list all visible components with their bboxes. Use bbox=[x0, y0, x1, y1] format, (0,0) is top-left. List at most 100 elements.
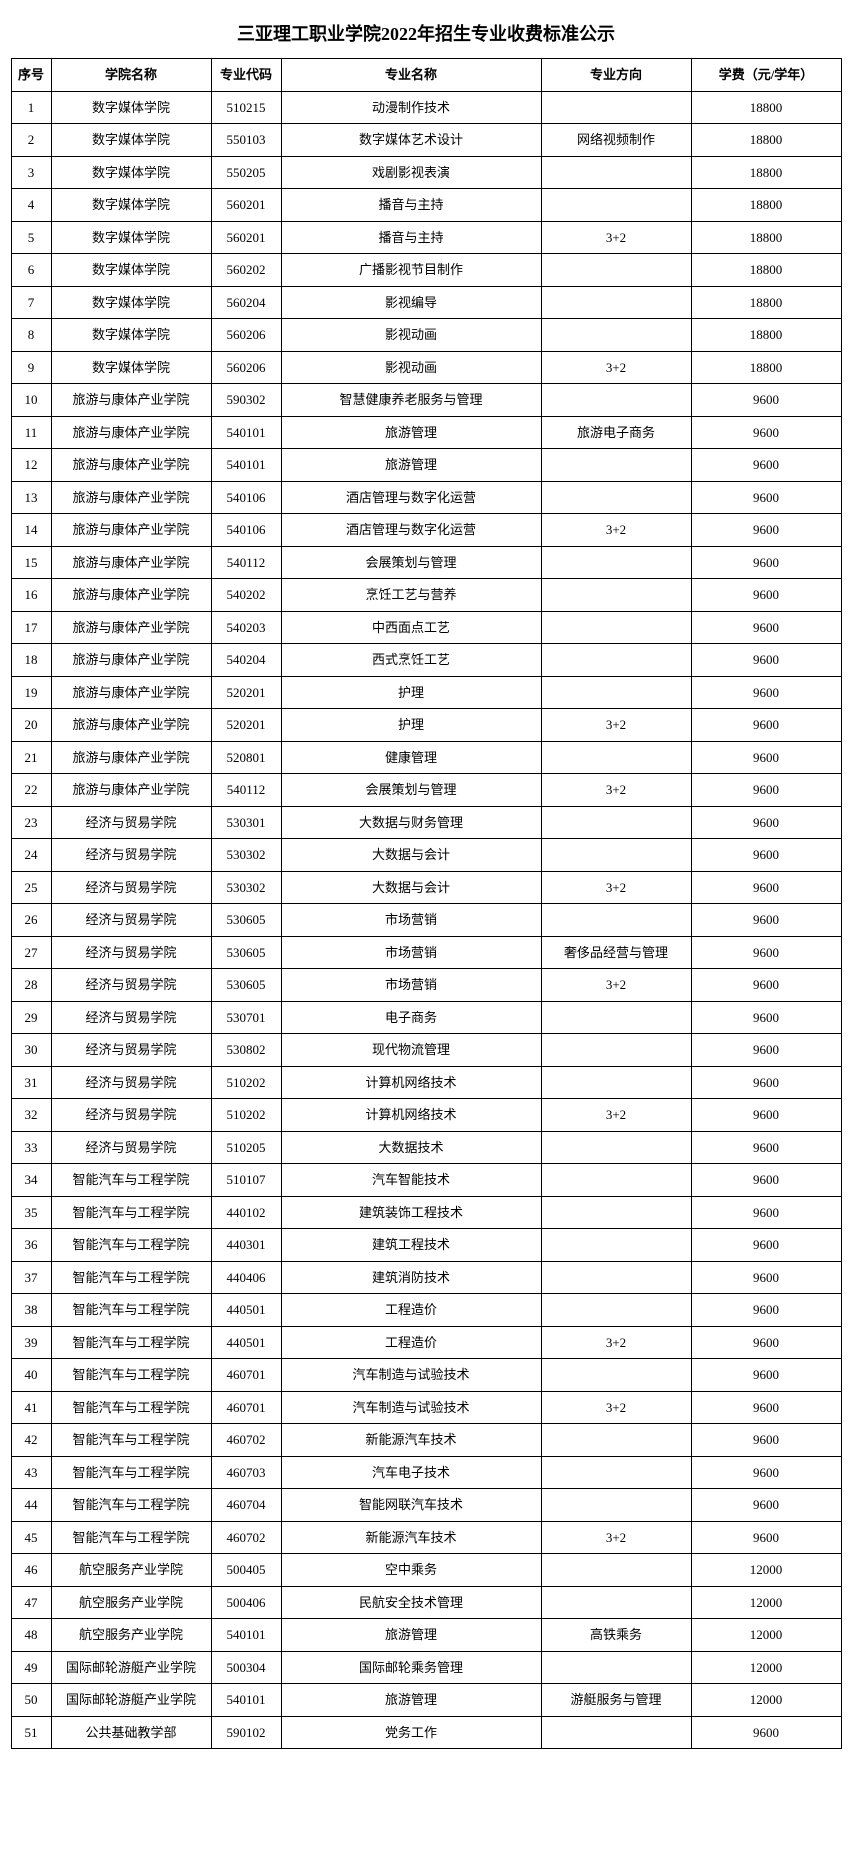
cell-index: 41 bbox=[11, 1391, 51, 1424]
cell-index: 14 bbox=[11, 514, 51, 547]
cell-index: 10 bbox=[11, 384, 51, 417]
table-row: 5数字媒体学院560201播音与主持3+218800 bbox=[11, 221, 841, 254]
cell-major: 旅游管理 bbox=[281, 1684, 541, 1717]
cell-code: 540202 bbox=[211, 579, 281, 612]
cell-school: 经济与贸易学院 bbox=[51, 936, 211, 969]
table-row: 30经济与贸易学院530802现代物流管理9600 bbox=[11, 1034, 841, 1067]
cell-code: 530605 bbox=[211, 904, 281, 937]
cell-code: 520201 bbox=[211, 709, 281, 742]
table-row: 26经济与贸易学院530605市场营销9600 bbox=[11, 904, 841, 937]
cell-fee: 12000 bbox=[691, 1554, 841, 1587]
table-row: 33经济与贸易学院510205大数据技术9600 bbox=[11, 1131, 841, 1164]
cell-dir: 3+2 bbox=[541, 774, 691, 807]
cell-dir: 3+2 bbox=[541, 969, 691, 1002]
table-row: 50国际邮轮游艇产业学院540101旅游管理游艇服务与管理12000 bbox=[11, 1684, 841, 1717]
cell-index: 31 bbox=[11, 1066, 51, 1099]
cell-major: 汽车制造与试验技术 bbox=[281, 1391, 541, 1424]
cell-fee: 9600 bbox=[691, 1489, 841, 1522]
cell-dir bbox=[541, 254, 691, 287]
table-row: 24经济与贸易学院530302大数据与会计9600 bbox=[11, 839, 841, 872]
cell-code: 510205 bbox=[211, 1131, 281, 1164]
cell-fee: 9600 bbox=[691, 514, 841, 547]
cell-major: 市场营销 bbox=[281, 969, 541, 1002]
table-row: 40智能汽车与工程学院460701汽车制造与试验技术9600 bbox=[11, 1359, 841, 1392]
cell-fee: 9600 bbox=[691, 1229, 841, 1262]
cell-fee: 9600 bbox=[691, 384, 841, 417]
cell-code: 540101 bbox=[211, 1619, 281, 1652]
cell-index: 7 bbox=[11, 286, 51, 319]
cell-school: 数字媒体学院 bbox=[51, 319, 211, 352]
cell-dir bbox=[541, 481, 691, 514]
cell-index: 50 bbox=[11, 1684, 51, 1717]
cell-major: 旅游管理 bbox=[281, 449, 541, 482]
cell-code: 530701 bbox=[211, 1001, 281, 1034]
cell-code: 530301 bbox=[211, 806, 281, 839]
cell-major: 旅游管理 bbox=[281, 1619, 541, 1652]
cell-fee: 18800 bbox=[691, 286, 841, 319]
cell-fee: 9600 bbox=[691, 709, 841, 742]
cell-fee: 9600 bbox=[691, 1424, 841, 1457]
table-row: 39智能汽车与工程学院440501工程造价3+29600 bbox=[11, 1326, 841, 1359]
table-row: 9数字媒体学院560206影视动画3+218800 bbox=[11, 351, 841, 384]
cell-dir: 3+2 bbox=[541, 1326, 691, 1359]
page-title: 三亚理工职业学院2022年招生专业收费标准公示 bbox=[10, 20, 842, 46]
cell-index: 47 bbox=[11, 1586, 51, 1619]
table-row: 4数字媒体学院560201播音与主持18800 bbox=[11, 189, 841, 222]
cell-fee: 9600 bbox=[691, 1294, 841, 1327]
cell-major: 健康管理 bbox=[281, 741, 541, 774]
cell-index: 42 bbox=[11, 1424, 51, 1457]
cell-fee: 9600 bbox=[691, 1359, 841, 1392]
cell-code: 500304 bbox=[211, 1651, 281, 1684]
cell-index: 12 bbox=[11, 449, 51, 482]
cell-dir: 3+2 bbox=[541, 1521, 691, 1554]
col-header-code: 专业代码 bbox=[211, 59, 281, 92]
cell-school: 数字媒体学院 bbox=[51, 254, 211, 287]
table-row: 17旅游与康体产业学院540203中西面点工艺9600 bbox=[11, 611, 841, 644]
cell-major: 西式烹饪工艺 bbox=[281, 644, 541, 677]
cell-dir bbox=[541, 676, 691, 709]
cell-major: 建筑消防技术 bbox=[281, 1261, 541, 1294]
cell-dir bbox=[541, 156, 691, 189]
cell-dir bbox=[541, 91, 691, 124]
table-row: 23经济与贸易学院530301大数据与财务管理9600 bbox=[11, 806, 841, 839]
cell-major: 智能网联汽车技术 bbox=[281, 1489, 541, 1522]
cell-code: 500406 bbox=[211, 1586, 281, 1619]
cell-code: 530802 bbox=[211, 1034, 281, 1067]
cell-school: 智能汽车与工程学院 bbox=[51, 1229, 211, 1262]
cell-dir bbox=[541, 384, 691, 417]
cell-major: 市场营销 bbox=[281, 904, 541, 937]
cell-code: 440102 bbox=[211, 1196, 281, 1229]
cell-index: 34 bbox=[11, 1164, 51, 1197]
cell-fee: 9600 bbox=[691, 546, 841, 579]
cell-index: 32 bbox=[11, 1099, 51, 1132]
cell-dir bbox=[541, 839, 691, 872]
col-header-dir: 专业方向 bbox=[541, 59, 691, 92]
cell-code: 540101 bbox=[211, 416, 281, 449]
table-row: 31经济与贸易学院510202计算机网络技术9600 bbox=[11, 1066, 841, 1099]
cell-fee: 18800 bbox=[691, 91, 841, 124]
cell-school: 经济与贸易学院 bbox=[51, 806, 211, 839]
cell-dir bbox=[541, 579, 691, 612]
cell-dir bbox=[541, 319, 691, 352]
cell-code: 440406 bbox=[211, 1261, 281, 1294]
cell-major: 市场营销 bbox=[281, 936, 541, 969]
cell-dir bbox=[541, 1294, 691, 1327]
cell-dir bbox=[541, 1001, 691, 1034]
cell-school: 旅游与康体产业学院 bbox=[51, 514, 211, 547]
table-row: 1数字媒体学院510215动漫制作技术18800 bbox=[11, 91, 841, 124]
cell-code: 460704 bbox=[211, 1489, 281, 1522]
cell-major: 建筑装饰工程技术 bbox=[281, 1196, 541, 1229]
table-row: 44智能汽车与工程学院460704智能网联汽车技术9600 bbox=[11, 1489, 841, 1522]
cell-index: 25 bbox=[11, 871, 51, 904]
cell-index: 21 bbox=[11, 741, 51, 774]
cell-major: 护理 bbox=[281, 676, 541, 709]
cell-school: 经济与贸易学院 bbox=[51, 871, 211, 904]
cell-index: 5 bbox=[11, 221, 51, 254]
table-header-row: 序号 学院名称 专业代码 专业名称 专业方向 学费（元/学年） bbox=[11, 59, 841, 92]
cell-index: 26 bbox=[11, 904, 51, 937]
cell-fee: 9600 bbox=[691, 936, 841, 969]
cell-index: 44 bbox=[11, 1489, 51, 1522]
cell-index: 36 bbox=[11, 1229, 51, 1262]
cell-school: 旅游与康体产业学院 bbox=[51, 546, 211, 579]
cell-school: 经济与贸易学院 bbox=[51, 1034, 211, 1067]
